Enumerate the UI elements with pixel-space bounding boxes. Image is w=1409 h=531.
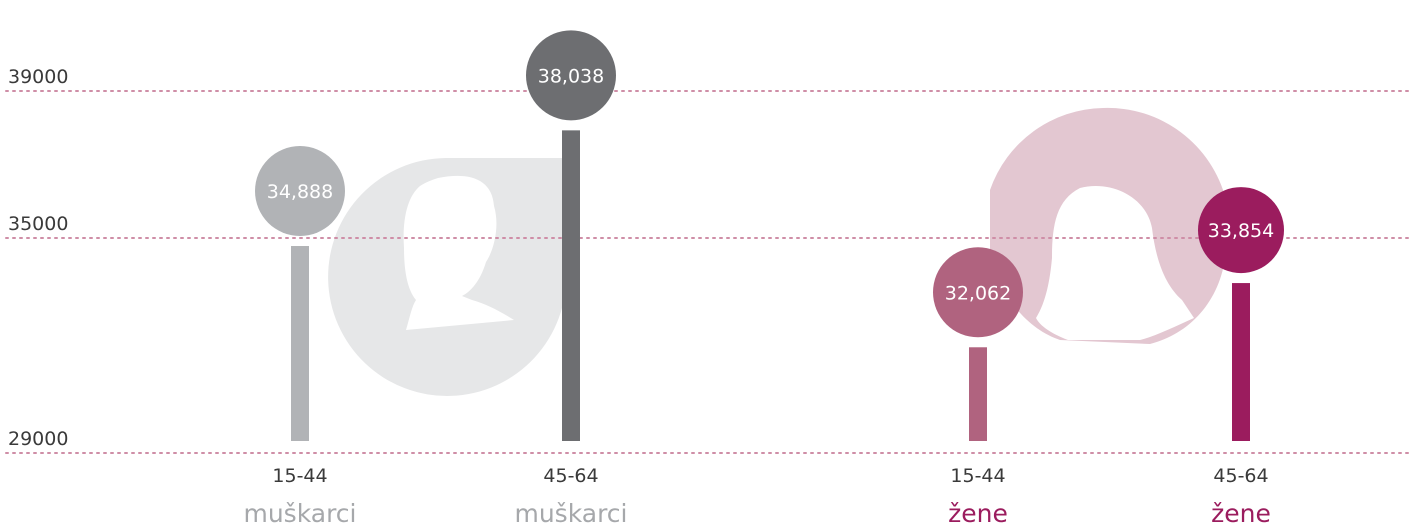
y-tick-label: 35000: [8, 213, 68, 235]
group-label: žene: [1211, 499, 1271, 526]
bar: [562, 130, 580, 441]
value-label: 34,888: [267, 181, 333, 203]
value-bubble: [255, 146, 345, 237]
female-silhouette-icon: [990, 107, 1226, 345]
group-label: muškarci: [243, 499, 356, 526]
age-label: 15-44: [272, 465, 327, 487]
value-label: 33,854: [1208, 220, 1274, 242]
bar: [969, 347, 987, 441]
y-axis: 39000 35000 29000: [8, 66, 68, 450]
group-label: žene: [948, 499, 1008, 526]
value-bubble: [526, 30, 616, 121]
bar-group: 33,854 45-64 žene: [1198, 187, 1284, 528]
group-label: muškarci: [514, 499, 627, 526]
value-label: 32,062: [945, 282, 1011, 304]
bar-group: 38,038 45-64 muškarci: [514, 30, 628, 528]
y-tick-label: 29000: [8, 428, 68, 450]
value-bubble: [1198, 187, 1284, 274]
grid-lines: [5, 90, 1409, 454]
value-label: 38,038: [538, 65, 604, 87]
age-label: 45-64: [543, 465, 598, 487]
bar-group: 34,888 15-44 muškarci: [243, 146, 357, 528]
age-label: 45-64: [1213, 465, 1268, 487]
bar: [291, 246, 309, 441]
bar-series: 34,888 15-44 muškarci 38,038 45-64 muškarci 32…: [243, 30, 1284, 528]
age-label: 15-44: [950, 465, 1005, 487]
value-bubble: [933, 247, 1023, 338]
bar: [1232, 283, 1250, 441]
bar-group: 32,062 15-44 žene: [933, 247, 1023, 528]
male-silhouette-icon: [328, 158, 567, 396]
y-tick-label: 39000: [8, 66, 68, 88]
